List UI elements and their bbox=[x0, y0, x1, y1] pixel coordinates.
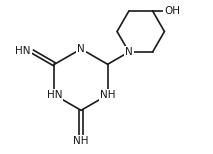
Text: HN: HN bbox=[15, 46, 31, 56]
Text: N: N bbox=[77, 44, 85, 54]
Text: OH: OH bbox=[164, 6, 180, 16]
Text: NH: NH bbox=[73, 136, 89, 146]
Text: NH: NH bbox=[100, 90, 115, 100]
Text: HN: HN bbox=[47, 90, 62, 100]
Text: N: N bbox=[125, 47, 133, 57]
